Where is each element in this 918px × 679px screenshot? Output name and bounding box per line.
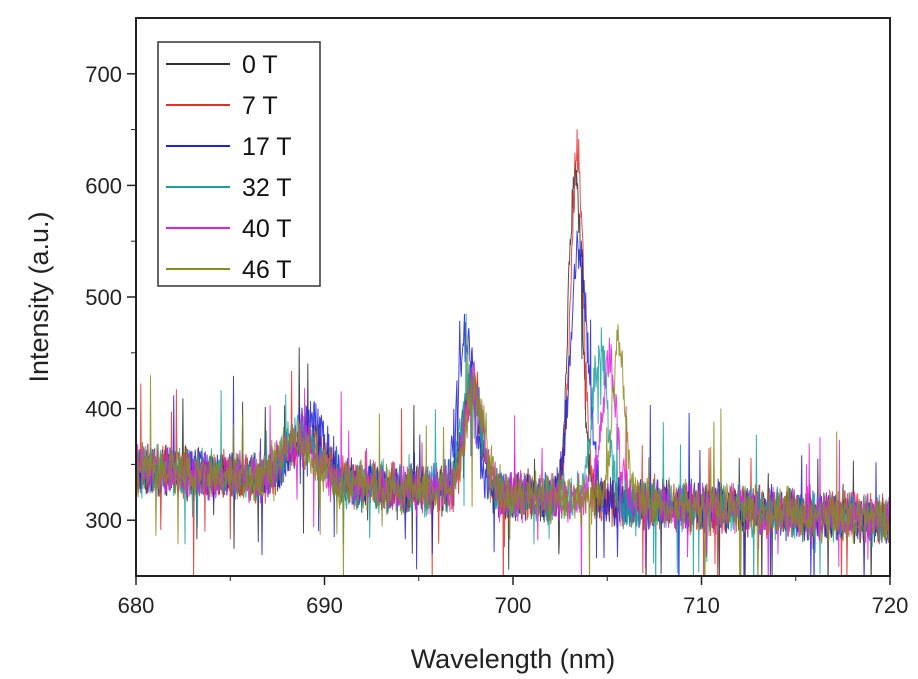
series-line [136, 313, 890, 576]
x-tick-label: 720 [872, 593, 909, 618]
y-tick-label: 400 [85, 397, 122, 422]
y-tick-label: 700 [85, 62, 122, 87]
x-tick-label: 710 [683, 593, 720, 618]
x-tick-label: 700 [495, 593, 532, 618]
y-tick-label: 600 [85, 173, 122, 198]
legend: 0 T 7 T 17 T 32 T 40 T 46 T [157, 41, 321, 287]
legend-label: 7 T [242, 92, 278, 120]
x-axis-title: Wavelength (nm) [411, 644, 616, 674]
legend-label: 40 T [242, 215, 292, 243]
legend-box [157, 41, 321, 287]
legend-label: 17 T [242, 133, 292, 161]
legend-label: 0 T [242, 51, 278, 79]
series-line [136, 324, 890, 576]
y-axis-title: Intensity (a.u.) [24, 211, 54, 382]
x-tick-label: 690 [306, 593, 343, 618]
axes-layer: 680 690 700 710 720 300 400 500 600 700 [85, 62, 908, 618]
series-layer [136, 129, 890, 576]
legend-label: 32 T [242, 174, 292, 202]
legend-label: 46 T [242, 256, 292, 284]
series-line [136, 230, 890, 576]
x-tick-label: 680 [118, 593, 155, 618]
y-tick-label: 300 [85, 508, 122, 533]
y-tick-label: 500 [85, 285, 122, 310]
